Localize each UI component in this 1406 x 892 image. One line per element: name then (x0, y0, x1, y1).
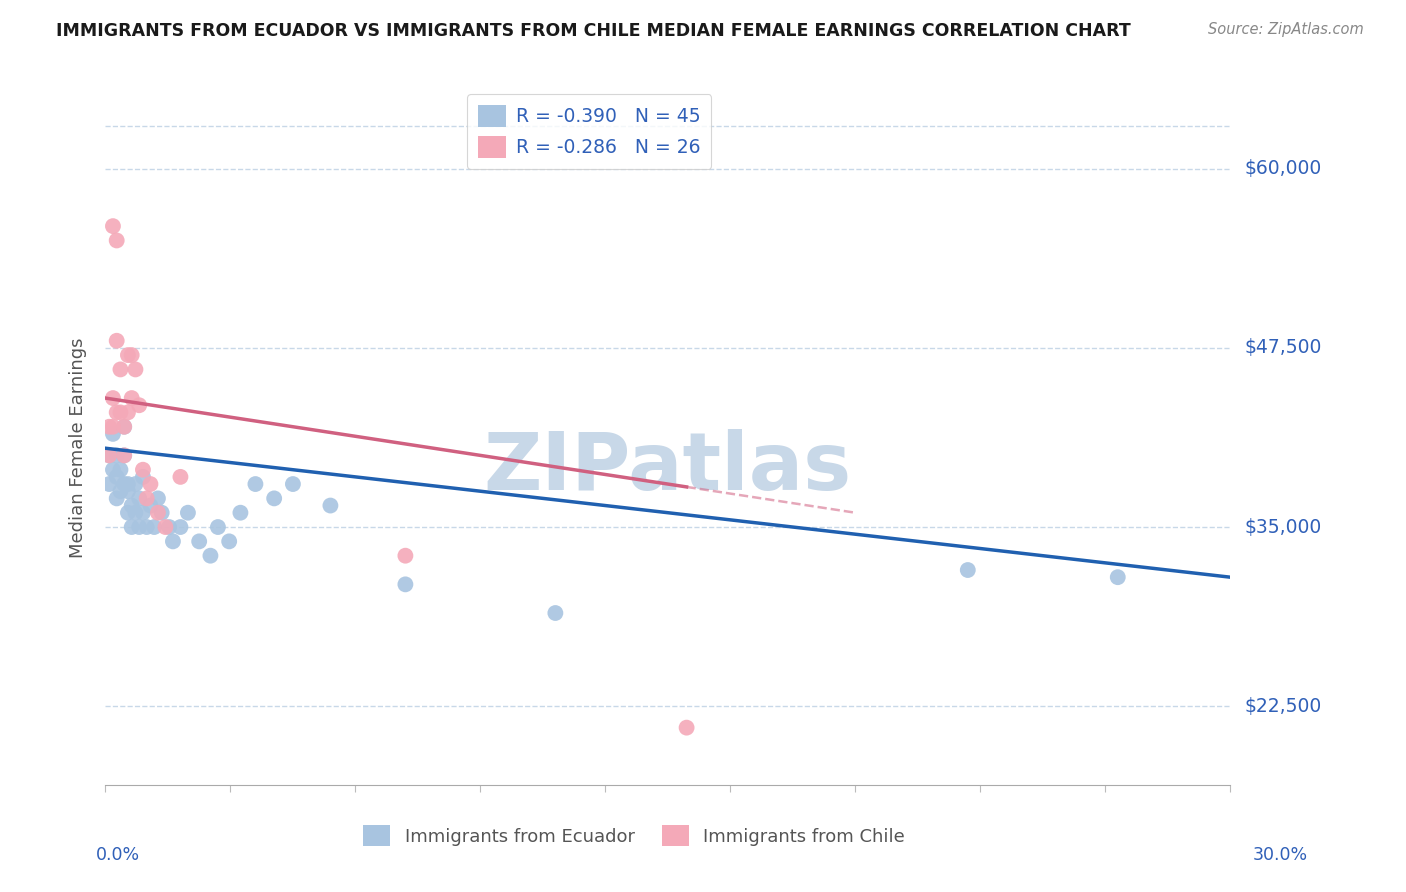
Point (121, 499, 143, 513)
Point (218, 534, 240, 549)
Point (124, 506, 146, 520)
Point (956, 563, 979, 577)
Point (110, 405, 132, 419)
Point (139, 477, 162, 491)
Point (98, 419, 121, 434)
Point (177, 506, 200, 520)
Text: ZIPatlas: ZIPatlas (484, 429, 852, 508)
Point (112, 419, 135, 434)
Point (121, 391, 143, 405)
Text: $60,000: $60,000 (1244, 160, 1322, 178)
Point (117, 506, 139, 520)
Point (121, 520, 143, 534)
Y-axis label: Median Female Earnings: Median Female Earnings (69, 338, 87, 558)
Point (112, 477, 135, 491)
Point (146, 506, 169, 520)
Point (281, 477, 304, 491)
Point (675, 721, 697, 735)
Text: $22,500: $22,500 (1244, 697, 1322, 715)
Point (117, 477, 139, 491)
Point (139, 499, 162, 513)
Legend: Immigrants from Ecuador, Immigrants from Chile: Immigrants from Ecuador, Immigrants from… (356, 818, 912, 854)
Text: 30.0%: 30.0% (1253, 846, 1308, 863)
Point (394, 577, 416, 591)
Point (112, 449, 135, 463)
Text: 0.0%: 0.0% (96, 846, 139, 863)
Point (121, 348, 143, 362)
Point (98, 477, 121, 491)
Point (146, 491, 169, 506)
Point (110, 362, 132, 376)
Point (117, 405, 139, 419)
Point (105, 449, 128, 463)
Point (135, 491, 157, 506)
Point (188, 534, 211, 549)
Text: IMMIGRANTS FROM ECUADOR VS IMMIGRANTS FROM CHILE MEDIAN FEMALE EARNINGS CORRELAT: IMMIGRANTS FROM ECUADOR VS IMMIGRANTS FR… (56, 22, 1130, 40)
Point (135, 520, 157, 534)
Text: $35,000: $35,000 (1244, 517, 1322, 537)
Point (110, 484, 132, 499)
Point (128, 520, 150, 534)
Point (110, 463, 132, 477)
Point (117, 484, 139, 499)
Point (132, 470, 155, 484)
Text: Source: ZipAtlas.com: Source: ZipAtlas.com (1208, 22, 1364, 37)
Point (132, 506, 155, 520)
Point (112, 419, 135, 434)
Text: $47,500: $47,500 (1244, 338, 1322, 358)
Point (105, 470, 128, 484)
Point (157, 520, 180, 534)
Point (98, 449, 121, 463)
Point (162, 534, 184, 549)
Point (319, 499, 342, 513)
Point (128, 491, 150, 506)
Point (245, 477, 267, 491)
Point (150, 506, 173, 520)
Point (394, 549, 416, 563)
Point (101, 426, 124, 441)
Point (1107, 570, 1129, 584)
Point (132, 463, 155, 477)
Point (207, 520, 229, 534)
Point (101, 419, 124, 434)
Point (101, 463, 124, 477)
Point (229, 506, 252, 520)
Point (128, 398, 150, 412)
Point (117, 348, 139, 362)
Point (105, 405, 128, 419)
Point (105, 334, 128, 348)
Point (101, 219, 124, 234)
Point (105, 234, 128, 248)
Point (98, 449, 121, 463)
Point (544, 606, 567, 620)
Point (169, 470, 191, 484)
Point (143, 520, 166, 534)
Point (105, 491, 128, 506)
Point (155, 520, 177, 534)
Point (124, 477, 146, 491)
Point (169, 520, 191, 534)
Point (101, 391, 124, 405)
Point (263, 491, 285, 506)
Point (200, 549, 222, 563)
Point (124, 362, 146, 376)
Point (112, 449, 135, 463)
